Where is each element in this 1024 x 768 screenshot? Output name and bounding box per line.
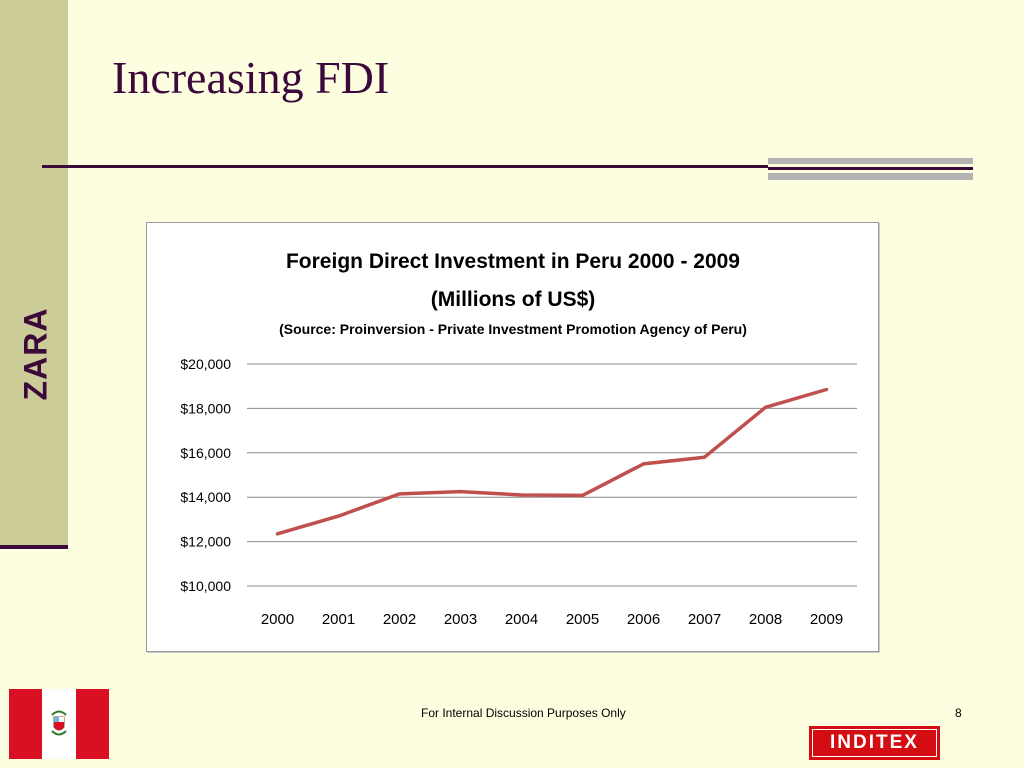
data-point bbox=[337, 514, 340, 518]
x-tick-label: 2004 bbox=[505, 611, 538, 628]
peru-flag-icon bbox=[9, 689, 109, 759]
x-tick-label: 2006 bbox=[627, 611, 660, 628]
chart-source-note: (Source: Proinversion - Private Investme… bbox=[279, 321, 747, 337]
x-tick-label: 2003 bbox=[444, 611, 477, 628]
y-tick-label: $20,000 bbox=[180, 356, 231, 372]
y-tick-label: $18,000 bbox=[180, 400, 231, 416]
fdi-line-chart: Foreign Direct Investment in Peru 2000 -… bbox=[180, 250, 857, 628]
side-band-rule bbox=[0, 545, 68, 549]
coat-of-arms-icon bbox=[51, 710, 68, 736]
data-point bbox=[520, 493, 523, 497]
title-rule-accent bbox=[768, 158, 973, 180]
data-point bbox=[642, 462, 645, 466]
chart-y-axis: $10,000 $12,000 $14,000 $16,000 $18,000 $20,0… bbox=[180, 356, 231, 594]
series-line bbox=[275, 387, 829, 536]
x-tick-label: 2002 bbox=[383, 611, 416, 628]
x-tick-label: 2009 bbox=[810, 611, 843, 628]
y-tick-label: $14,000 bbox=[180, 489, 231, 505]
side-band bbox=[0, 0, 68, 548]
flag-left-band bbox=[9, 689, 43, 759]
data-point bbox=[276, 532, 279, 536]
data-point bbox=[825, 388, 828, 392]
data-point bbox=[703, 455, 706, 459]
x-tick-label: 2001 bbox=[322, 611, 355, 628]
flag-center-band bbox=[42, 689, 76, 759]
chart-title: Foreign Direct Investment in Peru 2000 -… bbox=[286, 250, 740, 273]
chart-series bbox=[275, 387, 829, 536]
fdi-chart: Foreign Direct Investment in Peru 2000 -… bbox=[146, 222, 879, 652]
chart-subtitle: (Millions of US$) bbox=[431, 288, 596, 311]
inditex-logo-text: INDITEX bbox=[812, 729, 937, 757]
y-tick-label: $16,000 bbox=[180, 445, 231, 461]
x-tick-label: 2005 bbox=[566, 611, 599, 628]
chart-gridlines bbox=[247, 363, 857, 587]
slide-title: Increasing FDI bbox=[112, 52, 390, 103]
x-tick-label: 2000 bbox=[261, 611, 294, 628]
data-point bbox=[459, 490, 462, 494]
title-rule bbox=[42, 165, 973, 168]
page-number: 8 bbox=[955, 706, 962, 720]
flag-right-band bbox=[75, 689, 109, 759]
data-point bbox=[764, 405, 767, 409]
inditex-logo: INDITEX bbox=[809, 726, 940, 760]
data-point bbox=[581, 493, 584, 497]
y-tick-label: $10,000 bbox=[180, 578, 231, 594]
chart-x-axis: 2000 2001 2002 2003 2004 2005 2006 2007 2008 2009 bbox=[261, 611, 843, 628]
zara-brand-label: ZARA bbox=[17, 307, 54, 401]
x-tick-label: 2008 bbox=[749, 611, 782, 628]
y-tick-label: $12,000 bbox=[180, 534, 231, 550]
footer-note: For Internal Discussion Purposes Only bbox=[421, 706, 626, 720]
x-tick-label: 2007 bbox=[688, 611, 721, 628]
data-point bbox=[398, 492, 401, 496]
